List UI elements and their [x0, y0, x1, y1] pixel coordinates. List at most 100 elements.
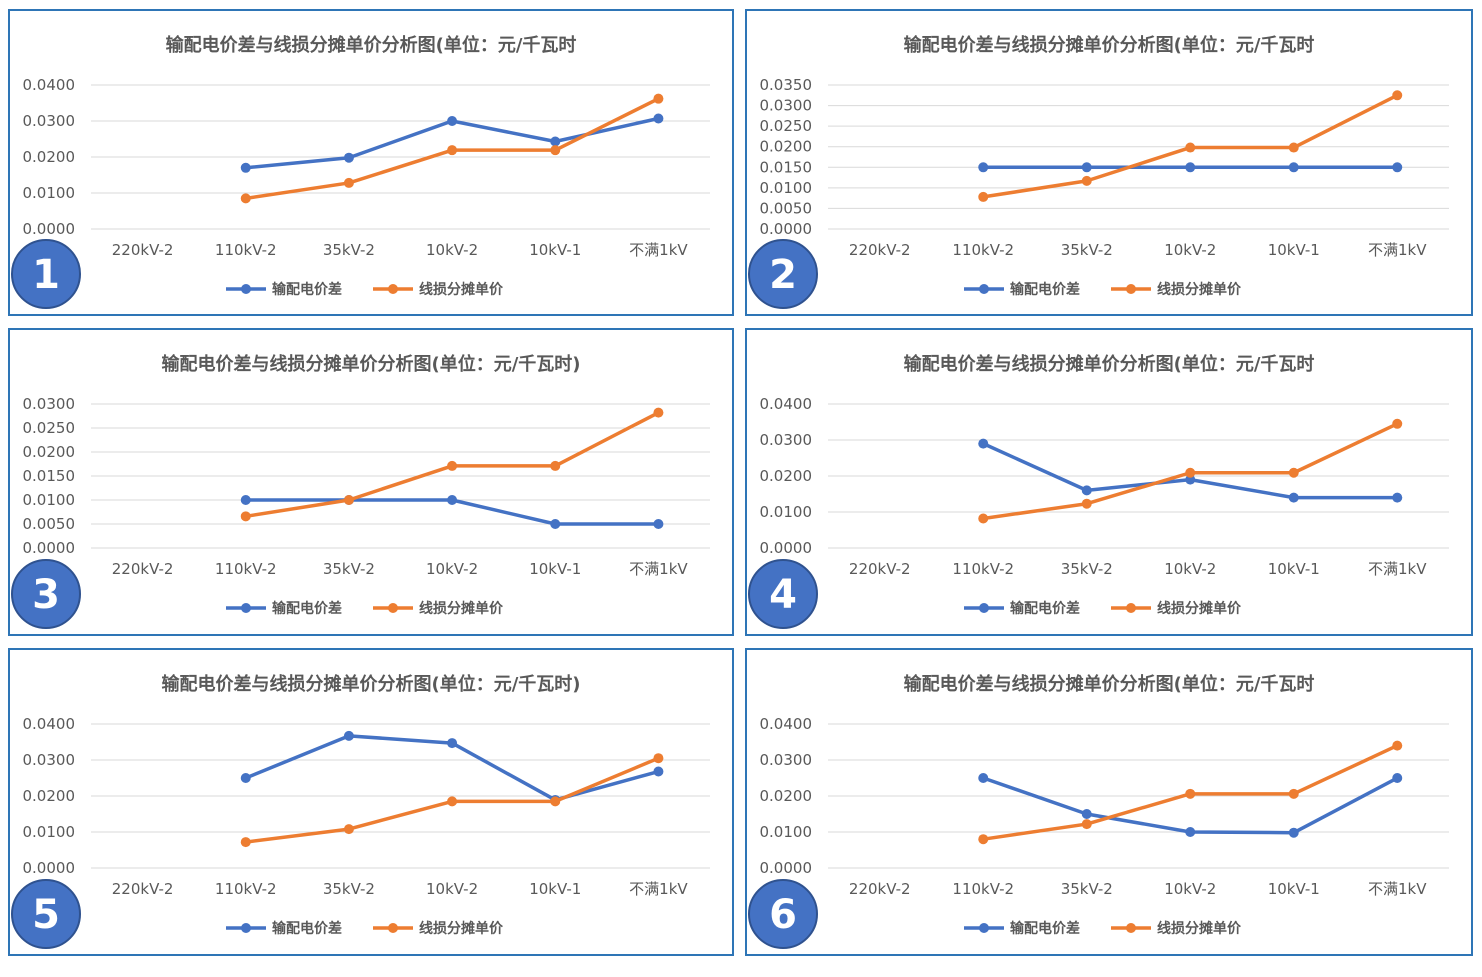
- data-point: [240, 193, 251, 204]
- x-tick-label: 不满1kV: [629, 241, 688, 259]
- y-tick-label: 0.0400: [760, 715, 813, 733]
- data-point: [1288, 788, 1299, 799]
- panel-number-badge: [748, 879, 818, 949]
- y-tick-label: 0.0350: [760, 76, 813, 94]
- y-tick-label: 0.0200: [760, 467, 813, 485]
- legend-label-2: 线损分摊单价: [419, 600, 504, 617]
- data-point: [343, 495, 354, 505]
- data-point: [343, 152, 354, 163]
- x-tick-label: 110kV-2: [952, 880, 1014, 898]
- data-point: [447, 796, 458, 807]
- x-tick-label: 10kV-2: [426, 241, 478, 259]
- data-point: [1185, 467, 1196, 478]
- x-tick-label: 220kV-2: [849, 241, 911, 259]
- x-tick-label: 110kV-2: [215, 560, 277, 578]
- panel-number-badge: [11, 239, 81, 309]
- data-point: [1081, 175, 1092, 186]
- x-tick-label: 35kV-2: [323, 880, 375, 898]
- x-tick-label: 35kV-2: [323, 560, 375, 578]
- x-tick-label: 110kV-2: [215, 241, 277, 259]
- y-tick-label: 0.0000: [760, 539, 813, 557]
- data-point: [653, 519, 664, 529]
- line-chart-svg: 输配电价差与线损分摊单价分析图(单位：元/千瓦时) 0.0000 0.0100 0.0…: [11, 673, 710, 949]
- data-point: [1288, 142, 1299, 153]
- legend-label-2: 线损分摊单价: [1157, 920, 1242, 937]
- x-tick-label: 10kV-1: [1268, 560, 1320, 578]
- data-point: [978, 162, 989, 173]
- y-tick-label: 0.0300: [23, 751, 76, 769]
- chart-panel-5: 输配电价差与线损分摊单价分析图(单位：元/千瓦时) 0.0000 0.0100 0.0…: [8, 648, 734, 956]
- data-point: [550, 460, 561, 471]
- legend-label-1: 输配电价差: [1010, 600, 1080, 617]
- legend-label-2: 线损分摊单价: [1157, 600, 1242, 617]
- data-point: [1081, 819, 1092, 830]
- x-tick-label: 10kV-2: [426, 880, 478, 898]
- data-point: [447, 738, 458, 749]
- y-tick-label: 0.0200: [23, 148, 76, 166]
- x-tick-label: 10kV-2: [1164, 880, 1216, 898]
- data-point: [1392, 740, 1403, 751]
- x-tick-label: 110kV-2: [952, 241, 1014, 259]
- data-point: [240, 837, 251, 848]
- panel-number-label: 5: [32, 892, 60, 938]
- y-tick-label: 0.0100: [760, 823, 813, 841]
- panel-number-label: 6: [769, 892, 797, 938]
- data-point: [1392, 418, 1403, 429]
- y-tick-label: 0.0200: [760, 138, 813, 156]
- x-tick-label: 35kV-2: [1061, 560, 1113, 578]
- x-tick-label: 35kV-2: [1061, 241, 1113, 259]
- chart-title: 输配电价差与线损分摊单价分析图(单位：元/千瓦时): [161, 353, 580, 375]
- x-tick-label: 不满1kV: [1368, 241, 1427, 259]
- legend-marker-2: [1126, 603, 1136, 613]
- legend-label-2: 线损分摊单价: [419, 920, 504, 937]
- legend-label-2: 线损分摊单价: [1157, 281, 1242, 298]
- x-tick-label: 不满1kV: [629, 560, 688, 578]
- data-point: [1288, 467, 1299, 478]
- data-point: [240, 162, 251, 173]
- y-tick-label: 0.0200: [23, 443, 76, 461]
- data-point: [550, 136, 561, 147]
- data-point: [653, 766, 664, 777]
- chart-title: 输配电价差与线损分摊单价分析图(单位：元/千瓦时): [161, 673, 580, 695]
- y-tick-label: 0.0250: [23, 419, 76, 437]
- data-point: [240, 511, 251, 522]
- data-point: [240, 773, 251, 783]
- legend-marker-1: [979, 603, 989, 613]
- legend-marker-1: [241, 923, 251, 933]
- x-tick-label: 10kV-1: [529, 241, 581, 259]
- panel-number-badge: [11, 879, 81, 949]
- y-tick-label: 0.0150: [23, 467, 76, 485]
- y-tick-label: 0.0250: [760, 117, 813, 135]
- legend-label-1: 输配电价差: [272, 281, 342, 298]
- legend-label-1: 输配电价差: [272, 600, 342, 617]
- y-tick-label: 0.0000: [23, 220, 76, 238]
- x-tick-label: 10kV-2: [1164, 560, 1216, 578]
- data-point: [343, 177, 354, 188]
- legend-marker-1: [979, 923, 989, 933]
- y-tick-label: 0.0300: [760, 751, 813, 769]
- x-tick-label: 不满1kV: [1368, 880, 1427, 898]
- x-tick-label: 110kV-2: [952, 560, 1014, 578]
- legend-label-1: 输配电价差: [1010, 920, 1080, 937]
- data-point: [550, 519, 561, 529]
- x-tick-label: 10kV-1: [529, 880, 581, 898]
- x-tick-label: 220kV-2: [112, 880, 174, 898]
- y-tick-label: 0.0300: [760, 431, 813, 449]
- data-point: [447, 495, 458, 505]
- data-point: [653, 407, 664, 418]
- panel-number-label: 3: [32, 572, 60, 618]
- data-point: [343, 824, 354, 835]
- x-tick-label: 10kV-2: [426, 560, 478, 578]
- y-tick-label: 0.0300: [23, 112, 76, 130]
- legend-marker-1: [979, 284, 989, 294]
- data-point: [1081, 162, 1092, 173]
- x-tick-label: 不满1kV: [1368, 560, 1427, 578]
- chart-title: 输配电价差与线损分摊单价分析图(单位：元/千瓦时: [904, 673, 1315, 695]
- data-point: [1288, 492, 1299, 503]
- data-point: [1392, 492, 1403, 503]
- chart-panel-3: 输配电价差与线损分摊单价分析图(单位：元/千瓦时) 0.0000 0.0050 0.0…: [8, 328, 734, 636]
- chart-title: 输配电价差与线损分摊单价分析图(单位：元/千瓦时: [904, 353, 1315, 375]
- x-tick-label: 10kV-1: [1268, 241, 1320, 259]
- chart-panel-6: 输配电价差与线损分摊单价分析图(单位：元/千瓦时 0.0000 0.0100 0.02…: [745, 648, 1473, 956]
- y-tick-label: 0.0400: [23, 715, 76, 733]
